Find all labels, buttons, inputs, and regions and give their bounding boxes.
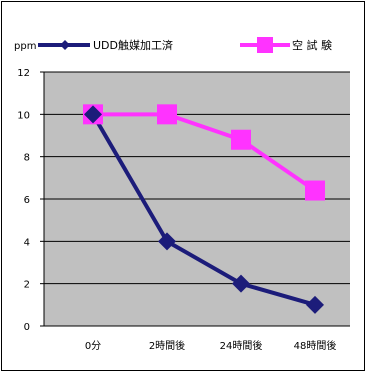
axes bbox=[40, 71, 350, 327]
series-lines bbox=[91, 112, 317, 307]
legend-marker-blank-test bbox=[257, 37, 273, 53]
marker-0-1 bbox=[158, 232, 176, 251]
legend-marker-udd bbox=[60, 40, 70, 50]
series-line-0 bbox=[91, 113, 316, 307]
marker-0-0 bbox=[84, 105, 102, 124]
y-axis-unit-label: ppm bbox=[14, 41, 36, 52]
y-tick-labels: 0 2 4 6 8 10 12 bbox=[17, 68, 30, 333]
x-tick-labels: 0分 2時間後 24時間後 48時間後 bbox=[85, 339, 337, 352]
marker-0-2 bbox=[232, 274, 250, 293]
y-tick-label-2: 2 bbox=[24, 280, 30, 291]
marker-1-2 bbox=[231, 129, 251, 150]
x-tick-label-0: 0分 bbox=[85, 340, 101, 352]
y-tick-label-0: 0 bbox=[24, 322, 30, 333]
legend: ppm UDD触媒加工済 空 試 験 bbox=[14, 37, 332, 53]
y-tick-label-4: 4 bbox=[24, 237, 30, 248]
x-tick-label-3: 48時間後 bbox=[294, 339, 337, 352]
x-tick-label-2: 24時間後 bbox=[220, 339, 263, 352]
marker-1-3 bbox=[305, 180, 325, 201]
marker-0-3 bbox=[306, 295, 324, 314]
series-markers bbox=[83, 104, 325, 314]
legend-entry-udd: UDD触媒加工済 bbox=[38, 38, 173, 52]
marker-1-1 bbox=[157, 104, 177, 125]
y-tick-label-8: 8 bbox=[24, 153, 30, 164]
y-tick-label-12: 12 bbox=[17, 68, 30, 79]
legend-label-blank-test: 空 試 験 bbox=[292, 38, 332, 52]
legend-entry-blank-test: 空 試 験 bbox=[240, 37, 332, 53]
y-tick-label-10: 10 bbox=[17, 110, 30, 121]
legend-label-udd: UDD触媒加工済 bbox=[93, 38, 173, 52]
series-line-1 bbox=[93, 112, 317, 193]
x-tick-label-1: 2時間後 bbox=[149, 339, 185, 352]
y-tick-label-6: 6 bbox=[24, 195, 30, 206]
